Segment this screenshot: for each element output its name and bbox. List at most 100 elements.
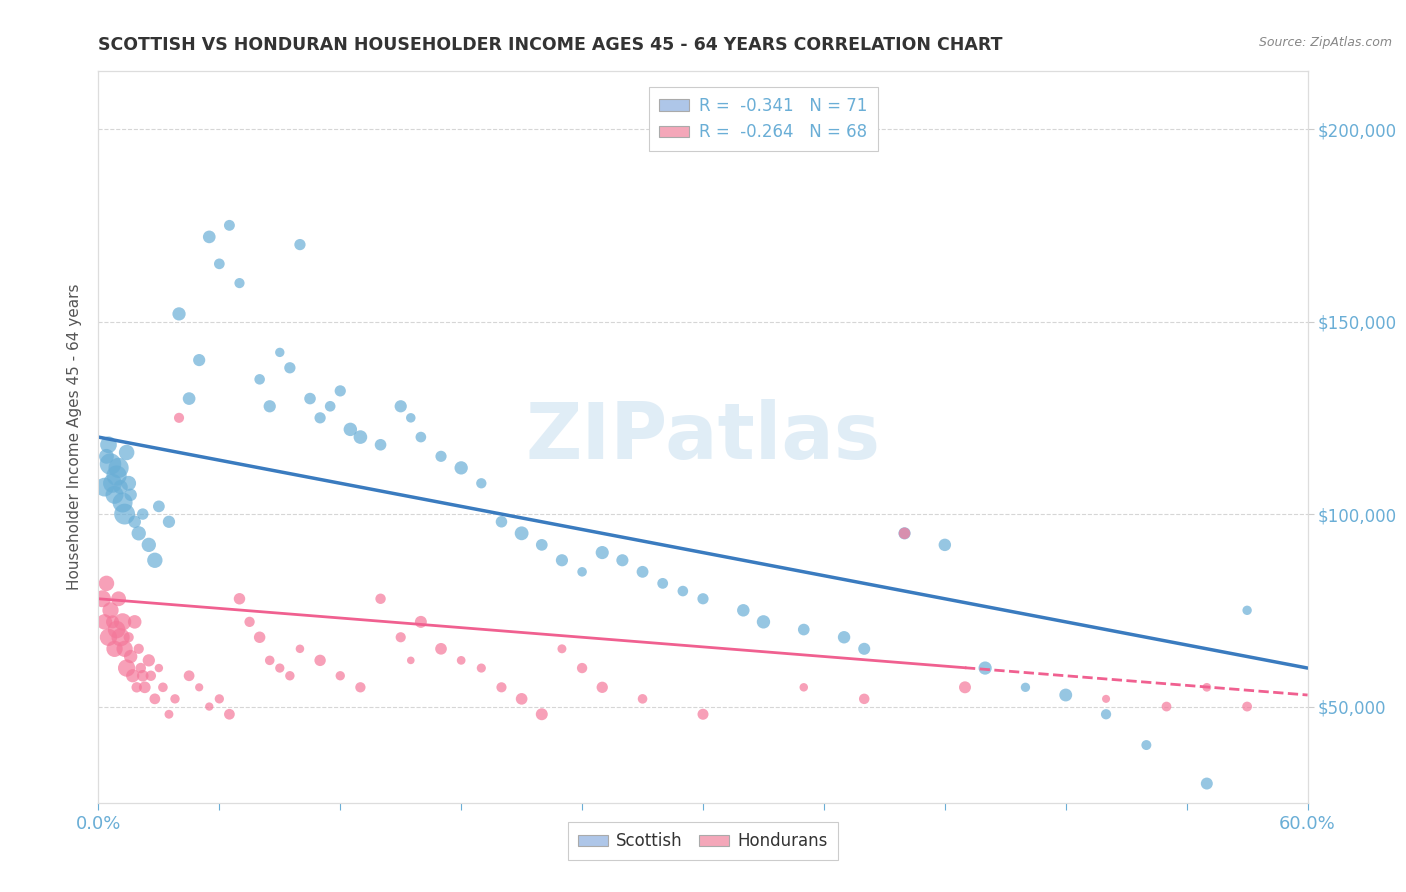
Point bbox=[143, 691, 166, 706]
Point bbox=[288, 641, 311, 656]
Point bbox=[167, 307, 190, 321]
Point bbox=[278, 360, 301, 375]
Point bbox=[148, 661, 170, 675]
Point bbox=[105, 468, 128, 483]
Point bbox=[124, 615, 146, 629]
Point bbox=[249, 372, 271, 386]
Point bbox=[288, 237, 311, 252]
Point bbox=[319, 399, 342, 413]
Point bbox=[218, 219, 240, 233]
Point bbox=[152, 681, 174, 695]
Point bbox=[278, 669, 301, 683]
Point bbox=[179, 669, 201, 683]
Point bbox=[409, 430, 432, 444]
Point bbox=[115, 661, 138, 675]
Point bbox=[105, 623, 128, 637]
Point bbox=[893, 526, 915, 541]
Point bbox=[148, 500, 170, 514]
Point bbox=[530, 707, 553, 722]
Point bbox=[370, 438, 392, 452]
Point bbox=[110, 480, 132, 494]
Point bbox=[259, 399, 281, 413]
Point bbox=[138, 653, 160, 667]
Point bbox=[239, 615, 262, 629]
Point bbox=[733, 603, 755, 617]
Point bbox=[179, 392, 201, 406]
Point bbox=[1054, 688, 1077, 702]
Point bbox=[118, 630, 141, 644]
Point bbox=[96, 576, 118, 591]
Point bbox=[100, 457, 122, 471]
Point bbox=[530, 538, 553, 552]
Point bbox=[111, 495, 134, 509]
Point bbox=[110, 630, 132, 644]
Point bbox=[631, 565, 654, 579]
Point bbox=[510, 526, 533, 541]
Point bbox=[339, 422, 361, 436]
Point bbox=[329, 669, 352, 683]
Point bbox=[107, 461, 129, 475]
Point bbox=[571, 565, 593, 579]
Point bbox=[853, 691, 876, 706]
Point bbox=[692, 707, 714, 722]
Point bbox=[752, 615, 775, 629]
Point bbox=[953, 681, 976, 695]
Point bbox=[1195, 681, 1218, 695]
Point bbox=[97, 438, 120, 452]
Point bbox=[259, 653, 281, 667]
Point bbox=[96, 450, 118, 464]
Point bbox=[1095, 691, 1118, 706]
Point bbox=[430, 641, 453, 656]
Point bbox=[101, 476, 124, 491]
Point bbox=[309, 410, 332, 425]
Y-axis label: Householder Income Ages 45 - 64 years: Householder Income Ages 45 - 64 years bbox=[67, 284, 83, 591]
Point bbox=[1095, 707, 1118, 722]
Point bbox=[143, 553, 166, 567]
Point bbox=[107, 591, 129, 606]
Point bbox=[128, 641, 150, 656]
Point bbox=[101, 615, 124, 629]
Point bbox=[1195, 776, 1218, 790]
Point bbox=[591, 545, 613, 559]
Point bbox=[103, 488, 125, 502]
Point bbox=[571, 661, 593, 675]
Point bbox=[370, 591, 392, 606]
Point bbox=[120, 488, 142, 502]
Point bbox=[631, 691, 654, 706]
Point bbox=[91, 591, 114, 606]
Point bbox=[1135, 738, 1157, 752]
Point bbox=[114, 641, 136, 656]
Point bbox=[551, 641, 574, 656]
Point bbox=[793, 623, 815, 637]
Point bbox=[129, 661, 152, 675]
Point bbox=[672, 584, 695, 599]
Point bbox=[103, 641, 125, 656]
Point bbox=[132, 669, 155, 683]
Point bbox=[128, 526, 150, 541]
Point bbox=[118, 476, 141, 491]
Point bbox=[651, 576, 673, 591]
Point bbox=[139, 669, 162, 683]
Point bbox=[591, 681, 613, 695]
Point bbox=[450, 461, 472, 475]
Point bbox=[138, 538, 160, 552]
Point bbox=[157, 707, 180, 722]
Point bbox=[349, 681, 371, 695]
Point bbox=[228, 276, 250, 290]
Point bbox=[450, 653, 472, 667]
Point bbox=[491, 515, 513, 529]
Point bbox=[208, 257, 231, 271]
Point bbox=[551, 553, 574, 567]
Point bbox=[299, 392, 322, 406]
Point bbox=[974, 661, 997, 675]
Point bbox=[349, 430, 371, 444]
Point bbox=[208, 691, 231, 706]
Point bbox=[249, 630, 271, 644]
Point bbox=[124, 515, 146, 529]
Point bbox=[853, 641, 876, 656]
Point bbox=[132, 507, 155, 521]
Text: Source: ZipAtlas.com: Source: ZipAtlas.com bbox=[1258, 36, 1392, 49]
Point bbox=[612, 553, 634, 567]
Point bbox=[491, 681, 513, 695]
Point bbox=[269, 661, 291, 675]
